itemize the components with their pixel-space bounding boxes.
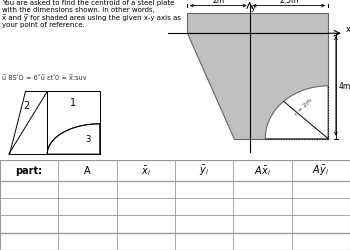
Text: 1: 1	[70, 97, 77, 107]
Polygon shape	[9, 92, 47, 154]
Text: $A\bar{y}_i$: $A\bar{y}_i$	[313, 164, 329, 177]
Text: $A\bar{x}_i$: $A\bar{x}_i$	[254, 164, 271, 177]
Text: $\bar{x}_i$: $\bar{x}_i$	[141, 164, 151, 177]
Polygon shape	[47, 92, 100, 154]
Text: r = 2m: r = 2m	[294, 97, 313, 116]
FancyBboxPatch shape	[0, 160, 350, 250]
Text: u̅ 8SʹO = 6ʺu̅ εtʹ0 = x̅:suv: u̅ 8SʹO = 6ʺu̅ εtʹ0 = x̅:suv	[2, 75, 86, 81]
Text: 2: 2	[23, 100, 29, 110]
Polygon shape	[187, 34, 328, 139]
Text: 2m: 2m	[212, 0, 224, 5]
Polygon shape	[187, 14, 328, 34]
Text: $\bar{y}_i$: $\bar{y}_i$	[199, 164, 209, 177]
Text: part:: part:	[16, 166, 43, 175]
Text: You are asked to find the centroid of a steel plate
with the dimensions shown. I: You are asked to find the centroid of a …	[2, 0, 181, 28]
Text: x: x	[345, 24, 350, 34]
Polygon shape	[265, 86, 328, 139]
Text: 2.5m: 2.5m	[279, 0, 299, 5]
Text: y: y	[251, 2, 256, 12]
Text: A: A	[84, 166, 91, 175]
Text: 4m: 4m	[339, 82, 350, 91]
Text: 3: 3	[85, 135, 90, 144]
Polygon shape	[47, 124, 100, 154]
